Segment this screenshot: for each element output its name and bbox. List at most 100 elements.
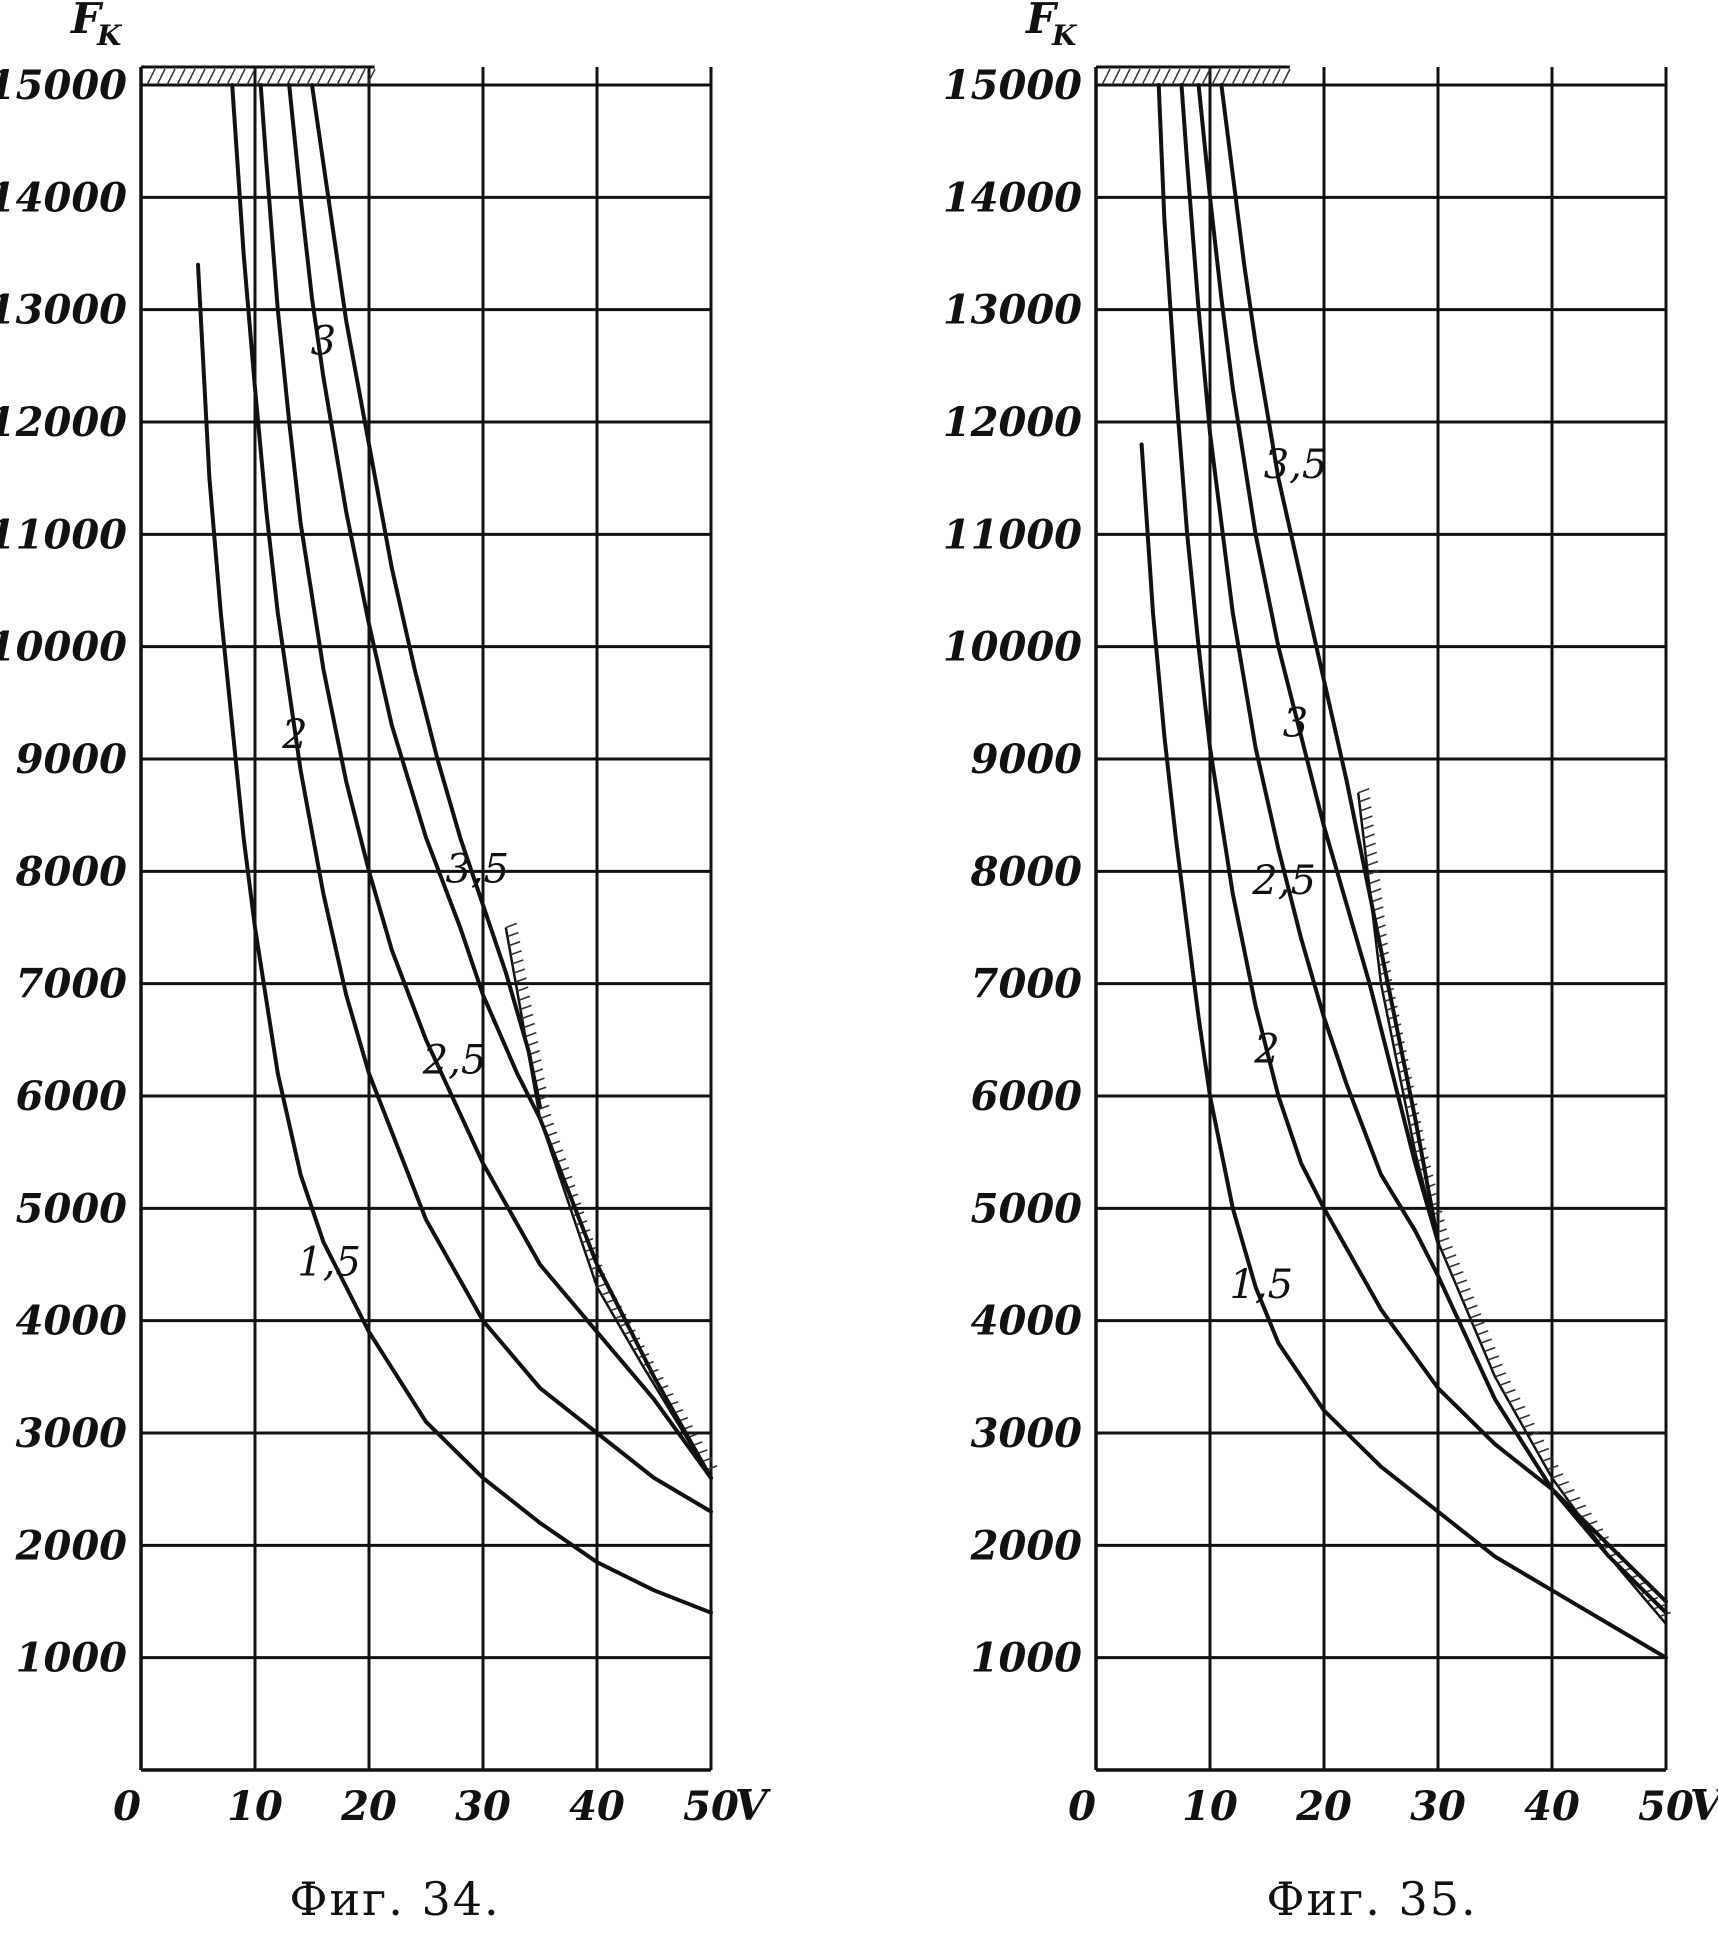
limit-hatch — [1504, 1388, 1516, 1395]
limit-hatch — [1476, 1329, 1489, 1336]
top-limit-hatch — [1251, 68, 1261, 86]
limit-hatch — [1546, 1464, 1559, 1471]
limit-hatch — [1484, 1346, 1496, 1353]
top-limit-hatch — [326, 68, 336, 86]
limit-hatch — [1359, 797, 1371, 803]
top-limit-hatch — [196, 68, 206, 86]
y-tick-label: 9000 — [971, 736, 1082, 783]
top-limit-hatch — [1151, 68, 1161, 86]
limit-hatch — [1368, 878, 1381, 885]
x-tick-label: 0 — [1068, 1783, 1096, 1830]
series-label-2: 2 — [1253, 1026, 1279, 1072]
y-tick-label: 8000 — [15, 848, 127, 895]
limit-hatch — [1557, 1481, 1569, 1487]
top-limit-hatch — [1121, 68, 1131, 86]
y-tick-label: 5000 — [16, 1185, 127, 1232]
x-tick-label: 0 — [113, 1783, 141, 1830]
limit-hatch — [521, 1013, 534, 1020]
series-label-1-5: 1,5 — [1229, 1262, 1293, 1308]
series-label-2-5: 2,5 — [422, 1038, 487, 1084]
limit-hatch — [1466, 1304, 1478, 1311]
y-tick-label: 4000 — [971, 1298, 1082, 1345]
x-tick-label: 40 — [569, 1783, 625, 1830]
x-tick-label: 50 — [683, 1783, 739, 1830]
top-limit-hatch — [1181, 68, 1191, 86]
top-limit-hatch — [226, 68, 236, 86]
top-limit-hatch — [246, 68, 256, 86]
x-tick-label: 30 — [1410, 1783, 1466, 1830]
series-label-1-5: 1,5 — [297, 1240, 361, 1286]
limit-hatch — [513, 968, 526, 974]
limit-hatch — [515, 977, 527, 983]
y-axis-label-subscript: K — [1051, 19, 1078, 52]
series-curve-2-5 — [1179, 83, 1668, 1615]
top-limit-hatch — [1281, 68, 1291, 86]
top-limit-hatch — [266, 68, 276, 86]
top-limit-hatch — [1261, 68, 1271, 86]
limit-hatch — [1527, 1431, 1540, 1437]
limit-hatch — [516, 986, 529, 992]
limit-hatch — [1574, 1504, 1587, 1511]
top-limit-hatch — [356, 68, 366, 86]
y-tick-label: 2000 — [15, 1522, 127, 1569]
y-tick-label: 11000 — [0, 511, 127, 558]
top-limit-hatch — [306, 68, 316, 86]
limit-hatch — [1499, 1380, 1512, 1387]
top-limit-hatch — [276, 68, 286, 86]
y-tick-label: 6000 — [16, 1073, 127, 1120]
series-curve-2 — [1156, 83, 1668, 1604]
limit-hatch — [1369, 887, 1382, 894]
x-axis-label: V — [735, 1781, 772, 1830]
top-limit-hatch — [166, 68, 176, 86]
top-limit-hatch — [1161, 68, 1171, 86]
series-curve-3 — [287, 83, 713, 1480]
limit-hatch — [1455, 1279, 1468, 1285]
y-tick-label: 15000 — [0, 62, 127, 109]
series-label-3-5: 3,5 — [445, 847, 509, 893]
series-curve-1-5 — [1139, 442, 1668, 1660]
y-tick-label: 12000 — [943, 399, 1082, 446]
top-limit-hatch — [1231, 68, 1241, 86]
x-tick-label: 10 — [1182, 1783, 1238, 1830]
series-label-2: 2 — [281, 712, 307, 758]
limit-hatch — [523, 1022, 535, 1029]
y-tick-label: 3000 — [16, 1410, 127, 1457]
y-tick-label: 1000 — [971, 1635, 1082, 1682]
y-axis-label: F — [1025, 0, 1059, 43]
grid — [1094, 67, 1668, 1772]
limit-hatch — [1444, 1254, 1457, 1260]
limit-hatch — [1362, 824, 1374, 830]
series-curve-2 — [230, 83, 713, 1514]
y-tick-label: 10000 — [943, 624, 1082, 671]
limit-hatch — [1448, 1262, 1460, 1269]
top-limit-hatch — [216, 68, 226, 86]
figure-caption: Фиг. 34. — [289, 1872, 500, 1926]
top-limit-hatch — [316, 68, 326, 86]
y-tick-label: 1000 — [16, 1635, 127, 1682]
y-tick-label: 14000 — [0, 174, 127, 221]
limit-hatch — [1537, 1447, 1550, 1454]
top-limit-hatch — [1211, 68, 1221, 86]
limit-hatch — [1360, 806, 1372, 812]
top-limit-hatch — [336, 68, 346, 86]
series-curve-3-5 — [310, 83, 542, 1110]
limit-hatch — [1563, 1488, 1575, 1495]
limit-hatch — [520, 1004, 532, 1011]
top-limit-hatch — [1131, 68, 1141, 86]
top-limit-hatch — [206, 68, 216, 86]
limit-hatch — [1361, 815, 1373, 821]
limit-hatch — [1480, 1338, 1493, 1344]
top-limit-hatch — [1171, 68, 1181, 86]
y-tick-label: 13000 — [0, 287, 127, 334]
limit-hatch — [507, 931, 519, 938]
series-curve-2-5 — [258, 83, 713, 1480]
limit-hatch — [1494, 1372, 1507, 1378]
top-limit-hatch — [186, 68, 196, 86]
limit-hatch — [525, 1031, 537, 1038]
y-tick-label: 4000 — [16, 1298, 127, 1345]
y-tick-label: 6000 — [971, 1073, 1082, 1120]
y-tick-label: 12000 — [0, 399, 127, 446]
limit-hatch — [1365, 851, 1378, 858]
series-curve-1-5 — [196, 262, 713, 1615]
